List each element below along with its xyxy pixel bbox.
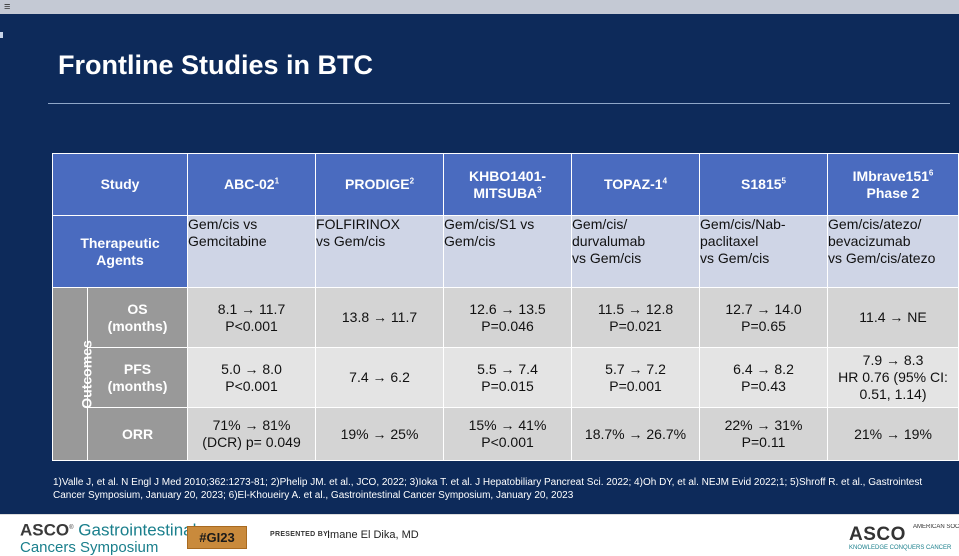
table-cell: 19% → 25% bbox=[315, 407, 445, 461]
asco-logo: ASCO bbox=[849, 524, 906, 545]
footer-bar bbox=[0, 514, 959, 552]
slide-title: Frontline Studies in BTC bbox=[58, 50, 373, 80]
gi-text: Gastrointestinal bbox=[78, 520, 197, 540]
table-cell: 6.4 → 8.2 P=0.43 bbox=[699, 347, 829, 408]
title-divider bbox=[48, 103, 950, 104]
table-cell: 7.4 → 6.2 bbox=[315, 347, 445, 408]
asco-brand: ASCO bbox=[20, 520, 70, 540]
table-cell: 8.1 → 11.7 P<0.001 bbox=[187, 287, 317, 348]
table-cell: 22% → 31% P=0.11 bbox=[699, 407, 829, 461]
header-s1815: S18155 bbox=[699, 153, 829, 216]
agents-label: Therapeutic Agents bbox=[51, 215, 189, 288]
asco-tagline: KNOWLEDGE CONQUERS CANCER bbox=[849, 545, 952, 551]
table-cell: 12.7 → 14.0 P=0.65 bbox=[699, 287, 829, 348]
table-cell: 7.9 → 8.3 HR 0.76 (95% CI: 0.51, 1.14) bbox=[827, 347, 959, 408]
asco-society-text: AMERICAN SOCIETY OF CLINICAL ONCOLOGY bbox=[913, 524, 959, 530]
header-abc02: ABC-021 bbox=[187, 153, 317, 216]
table-cell: 15% → 41% P<0.001 bbox=[443, 407, 573, 461]
agent-cell: Gem/cis/Nab-paclitaxel vs Gem/cis bbox=[699, 215, 829, 288]
studies-table: Study ABC-021 PRODIGE2 KHBO1401- MITSUBA3… bbox=[51, 153, 959, 461]
metric-pfs: PFS (months) bbox=[86, 347, 189, 408]
agents-row: Therapeutic Agents Gem/cis vs Gemcitabine … bbox=[51, 215, 959, 288]
table-cell: 11.4 → NE bbox=[827, 287, 959, 348]
agent-cell: FOLFIRINOX vs Gem/cis bbox=[315, 215, 445, 288]
footnote-line: Cancer Symposium, January 20, 2023; 6)El… bbox=[53, 490, 574, 501]
table-cell: 12.6 → 13.5 P=0.046 bbox=[443, 287, 573, 348]
window-top-bar: ≡ bbox=[0, 0, 959, 14]
table-cell: 18.7% → 26.7% bbox=[571, 407, 701, 461]
table-cell: 11.5 → 12.8 P=0.021 bbox=[571, 287, 701, 348]
header-study: Study bbox=[51, 153, 189, 216]
presenter-name: Imane El Dika, MD bbox=[327, 529, 419, 541]
symposium-text: Cancers Symposium bbox=[20, 539, 159, 556]
presented-by-label: PRESENTED BY: bbox=[270, 531, 331, 538]
orr-row: ORR 71% → 81% (DCR) p= 0.049 19% → 25% 15… bbox=[53, 407, 959, 461]
header-topaz1: TOPAZ-14 bbox=[571, 153, 701, 216]
footnote-line: 1)Valle J, et al. N Engl J Med 2010;362:… bbox=[53, 477, 923, 488]
agent-cell: Gem/cis/atezo/bevacizumab vs Gem/cis/atez… bbox=[827, 215, 959, 288]
table-cell: 21% → 19% bbox=[827, 407, 959, 461]
slide: ≡ Frontline Studies in BTC Study ABC-021… bbox=[0, 0, 959, 514]
table-cell: 71% → 81% (DCR) p= 0.049 bbox=[187, 407, 317, 461]
table-cell: 5.5 → 7.4 P=0.015 bbox=[443, 347, 573, 408]
references-footnote: 1)Valle J, et al. N Engl J Med 2010;362:… bbox=[53, 476, 953, 502]
table-cell: 5.0 → 8.0 P<0.001 bbox=[187, 347, 317, 408]
metric-os: OS (months) bbox=[86, 287, 189, 348]
agent-cell: Gem/cis vs Gemcitabine bbox=[187, 215, 317, 288]
metric-orr: ORR bbox=[86, 407, 189, 461]
outcomes-label: Outcomes bbox=[52, 287, 95, 461]
pfs-row: PFS (months) 5.0 → 8.0 P<0.001 7.4 → 6.2 5… bbox=[53, 347, 959, 408]
slide-marker bbox=[0, 32, 3, 38]
hashtag-badge: #GI23 bbox=[187, 526, 247, 549]
agent-cell: Gem/cis/durvalumab vs Gem/cis bbox=[571, 215, 701, 288]
os-row: Outcomes OS (months) 8.1 → 11.7 P<0.001 13… bbox=[52, 287, 959, 461]
menu-icon[interactable]: ≡ bbox=[4, 1, 11, 13]
header-prodige: PRODIGE2 bbox=[315, 153, 445, 216]
header-khbo1401: KHBO1401- MITSUBA3 bbox=[443, 153, 573, 216]
table-cell: 5.7 → 7.2 P=0.001 bbox=[571, 347, 701, 408]
header-row: Study ABC-021 PRODIGE2 KHBO1401- MITSUBA3… bbox=[51, 153, 959, 216]
agent-cell: Gem/cis/S1 vs Gem/cis bbox=[443, 215, 573, 288]
table-cell: 13.8 → 11.7 bbox=[315, 287, 445, 348]
asco-gi-logo: ASCO® Gastrointestinal Cancers Symposium bbox=[20, 520, 197, 556]
header-imbrave151: IMbrave1516 Phase 2 bbox=[827, 153, 959, 216]
